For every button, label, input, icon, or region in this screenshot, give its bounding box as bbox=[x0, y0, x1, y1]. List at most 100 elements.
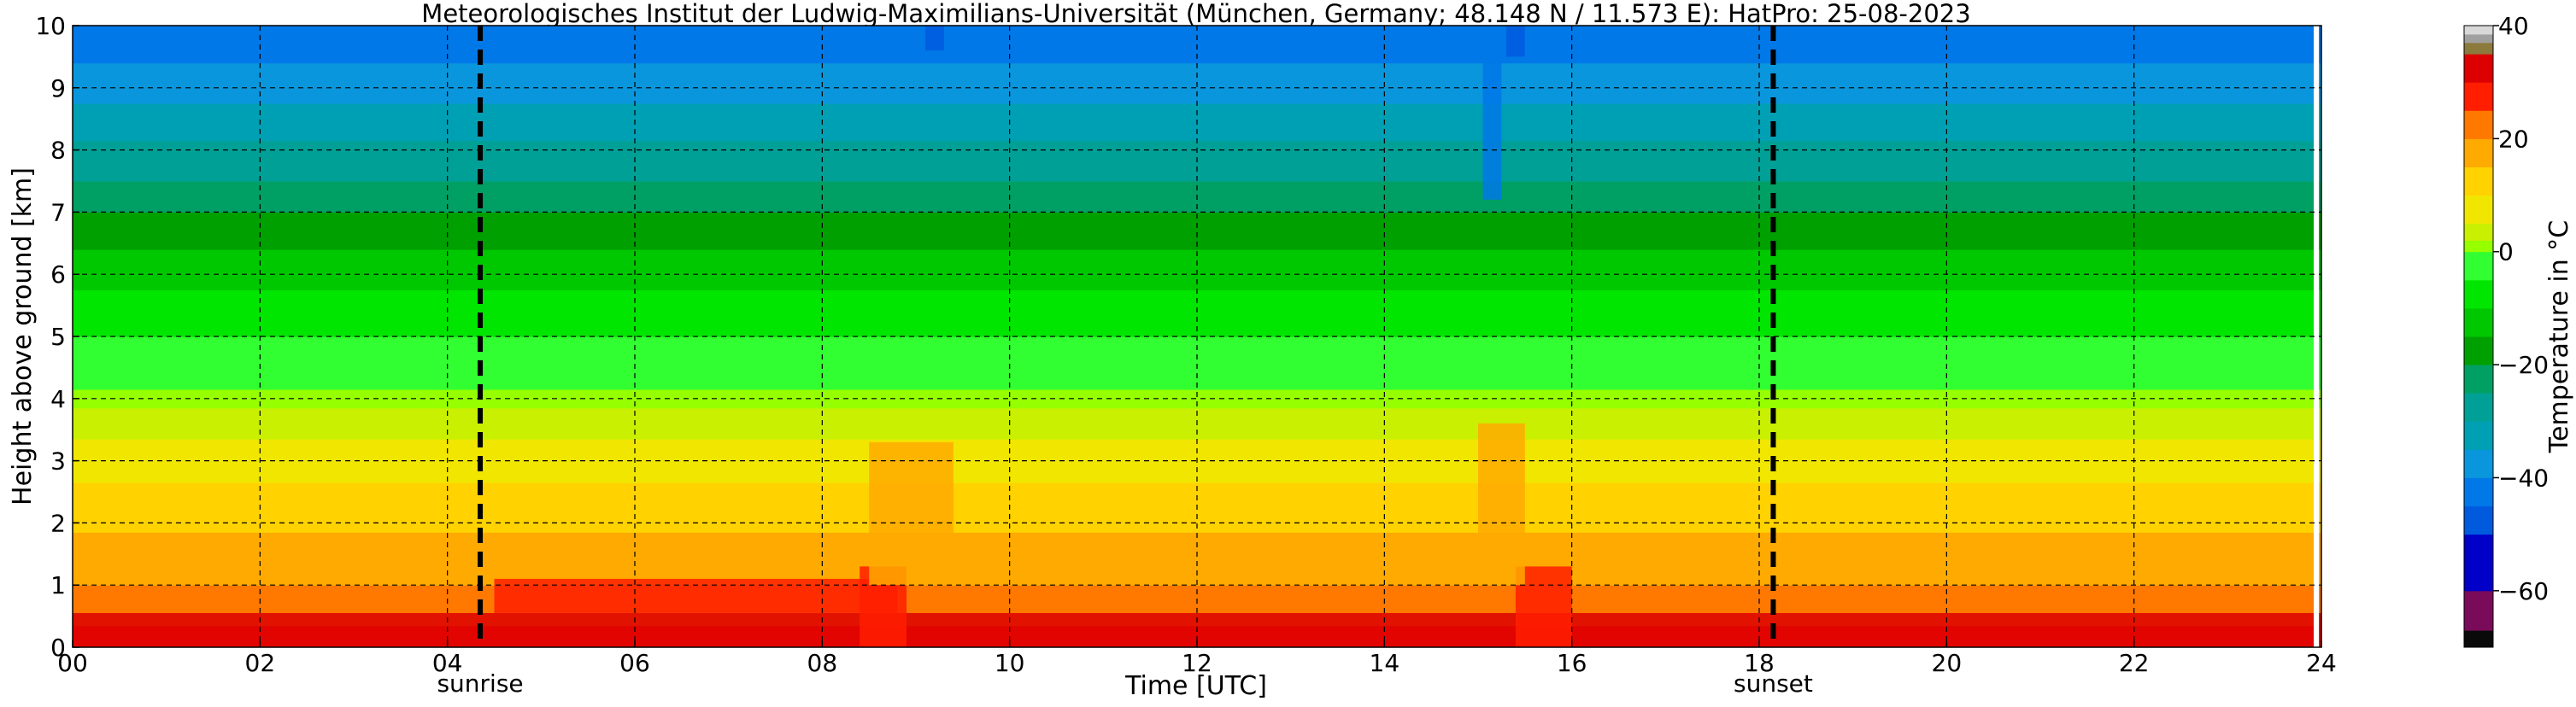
x-tick-label: 14 bbox=[1370, 649, 1400, 677]
temperature-layer bbox=[73, 283, 2321, 288]
temperature-layer bbox=[73, 529, 2321, 533]
x-tick-label: 02 bbox=[245, 649, 276, 677]
temperature-layer bbox=[73, 492, 2321, 496]
x-axis-title: Time [UTC] bbox=[1124, 671, 1267, 701]
sunset-label: sunset bbox=[1734, 669, 1813, 698]
colorbar-tick-label: −40 bbox=[2498, 464, 2549, 492]
x-tick-label: 18 bbox=[1744, 649, 1775, 677]
grid-lines bbox=[73, 26, 2321, 647]
colorbar-tick-label: 40 bbox=[2498, 12, 2529, 40]
colorbar-segment bbox=[2464, 393, 2493, 422]
x-tick-label: 12 bbox=[1182, 649, 1212, 677]
y-tick-label: 3 bbox=[50, 447, 66, 476]
temperature-layer bbox=[73, 78, 2321, 83]
colorbar-segment bbox=[2464, 590, 2493, 631]
colorbar-segment bbox=[2464, 195, 2493, 225]
temperature-layer bbox=[73, 576, 2321, 580]
temperature-layer bbox=[73, 255, 2321, 260]
temperature-anomaly bbox=[494, 578, 898, 613]
colorbar-segment bbox=[2464, 477, 2493, 507]
colorbar-tick-label: −60 bbox=[2498, 577, 2549, 605]
temperature-layer bbox=[73, 423, 2321, 428]
temperature-layer bbox=[73, 371, 2321, 375]
temperature-layer bbox=[73, 305, 2321, 309]
y-tick-label: 10 bbox=[35, 12, 66, 40]
colorbar-segment bbox=[2464, 421, 2493, 450]
colorbar-segment bbox=[2464, 138, 2493, 167]
temperature-layer bbox=[73, 367, 2321, 371]
sunrise-label: sunrise bbox=[437, 669, 523, 698]
temperature-layer bbox=[73, 538, 2321, 542]
y-tick-label: 9 bbox=[50, 74, 66, 102]
temperature-layer bbox=[73, 190, 2321, 195]
temperature-layer bbox=[73, 32, 2321, 36]
temperature-layer bbox=[73, 162, 2321, 167]
y-tick-label: 0 bbox=[50, 634, 66, 662]
x-tick-label: 06 bbox=[619, 649, 650, 677]
temperature-layer bbox=[73, 96, 2321, 101]
temperature-layer bbox=[73, 87, 2321, 92]
temperature-layer bbox=[73, 519, 2321, 523]
temperature-layer bbox=[73, 246, 2321, 250]
temperature-layer bbox=[73, 68, 2321, 73]
x-tick-label: 16 bbox=[1557, 649, 1587, 677]
colorbar-tick-label: 0 bbox=[2498, 238, 2514, 266]
x-tick-label: 20 bbox=[1932, 649, 1963, 677]
temperature-layer bbox=[73, 106, 2321, 110]
temperature-layer bbox=[73, 41, 2321, 45]
y-tick-label: 1 bbox=[50, 571, 66, 599]
temperature-layer bbox=[73, 172, 2321, 176]
temperature-layer bbox=[73, 547, 2321, 552]
temperature-layer bbox=[73, 339, 2321, 343]
temperature-layer bbox=[73, 143, 2321, 148]
colorbar-segment bbox=[2464, 42, 2493, 55]
y-tick-label: 2 bbox=[50, 509, 66, 537]
temperature-layer bbox=[73, 274, 2321, 278]
temperature-layer bbox=[73, 115, 2321, 120]
x-tick-label: 24 bbox=[2306, 649, 2337, 677]
x-tick-label: 22 bbox=[2119, 649, 2150, 677]
colorbar-segment bbox=[2464, 33, 2493, 44]
colorbar-segment bbox=[2464, 449, 2493, 478]
temperature-layer bbox=[73, 389, 2321, 394]
temperature-layer bbox=[73, 342, 2321, 347]
temperature-layer bbox=[73, 50, 2321, 55]
temperature-layer bbox=[73, 286, 2321, 290]
temperature-layer bbox=[73, 227, 2321, 231]
y-tick-label: 7 bbox=[50, 198, 66, 226]
colorbar-segment bbox=[2464, 223, 2493, 241]
colorbar-ticks: −60 −40 −20 0 20 40 bbox=[2493, 12, 2549, 605]
temperature-layer bbox=[73, 464, 2321, 468]
y-tick-label: 4 bbox=[50, 385, 66, 413]
colorbar-segment bbox=[2464, 54, 2493, 83]
temperature-layer bbox=[73, 352, 2321, 356]
temperature-layer bbox=[73, 333, 2321, 337]
temperature-anomaly bbox=[1505, 26, 1525, 57]
temperature-layer bbox=[73, 426, 2321, 430]
temperature-layer bbox=[73, 445, 2321, 449]
colorbar-segment bbox=[2464, 26, 2493, 35]
temperature-anomaly bbox=[869, 441, 954, 586]
colorbar-segment bbox=[2464, 167, 2493, 196]
temperature-layer bbox=[73, 208, 2321, 213]
temperature-layer bbox=[73, 237, 2321, 241]
temperature-layer bbox=[73, 377, 2321, 381]
y-tick-label: 5 bbox=[50, 323, 66, 351]
temperature-layer bbox=[73, 585, 2321, 589]
colorbar-segment bbox=[2464, 365, 2493, 394]
colorbar-segment bbox=[2464, 251, 2493, 281]
temperature-layer bbox=[73, 358, 2321, 362]
temperature-layer bbox=[73, 386, 2321, 390]
white-gap-stripe bbox=[2314, 26, 2319, 647]
temperature-layer bbox=[73, 417, 2321, 421]
temperature-layer bbox=[73, 314, 2321, 318]
colorbar-frame bbox=[2463, 25, 2494, 648]
temperature-layer bbox=[73, 557, 2321, 561]
temperature-layer bbox=[73, 330, 2321, 334]
y-axis-ticks: 0 1 2 3 4 5 6 7 8 9 10 bbox=[35, 12, 79, 662]
x-tick-label: 10 bbox=[995, 649, 1025, 677]
event-lines: sunrise sunset bbox=[437, 26, 1813, 698]
temperature-layer bbox=[73, 473, 2321, 477]
temperature-layer bbox=[73, 277, 2321, 282]
temperature-layer bbox=[73, 510, 2321, 515]
